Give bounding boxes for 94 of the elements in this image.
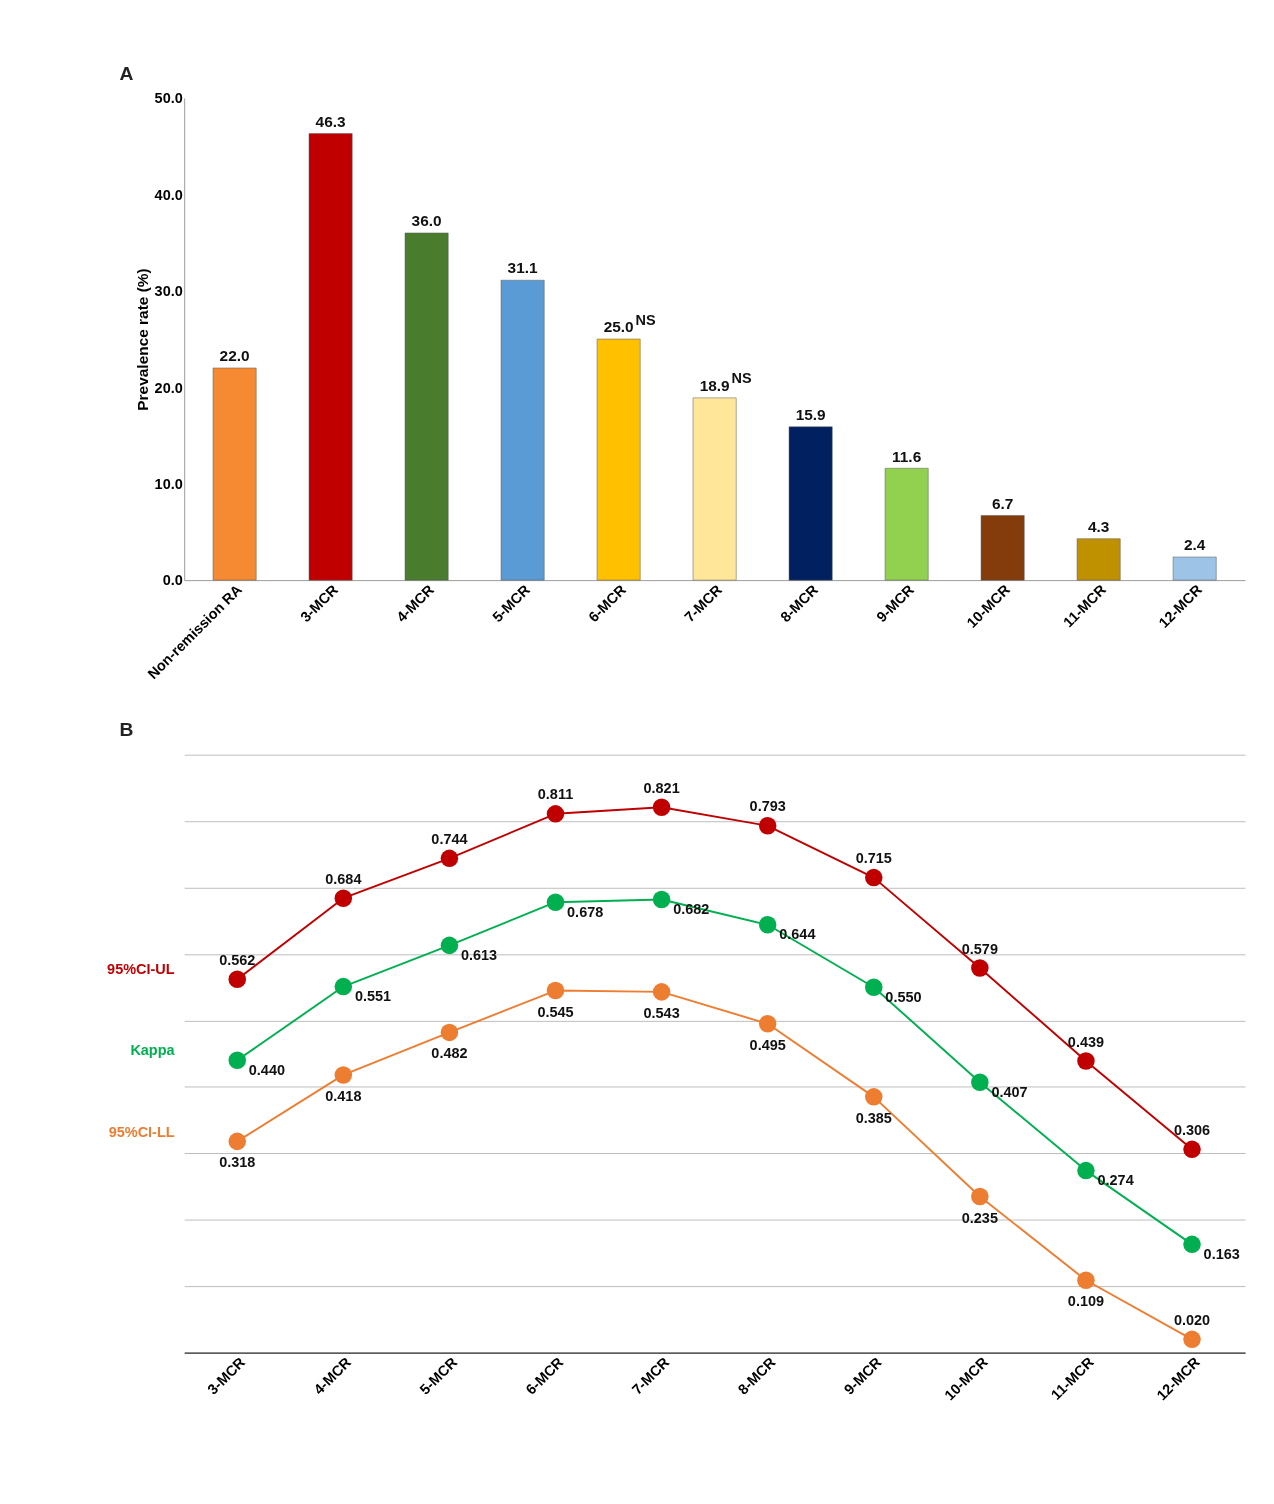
data-label: 18.9 <box>699 377 730 395</box>
data-label: 0.235 <box>961 1209 998 1226</box>
data-label: 25.0 <box>603 318 634 336</box>
point <box>546 893 565 911</box>
point <box>334 977 353 996</box>
y-tick-label: 40.0 <box>154 186 183 203</box>
data-label: 0.440 <box>248 1061 285 1078</box>
data-label: 0.274 <box>1097 1172 1134 1189</box>
data-label: 0.613 <box>460 946 498 963</box>
data-label: 0.543 <box>643 1004 680 1021</box>
point <box>228 1132 247 1151</box>
data-label: 0.306 <box>1173 1121 1211 1138</box>
point <box>334 1066 353 1084</box>
point <box>440 936 459 955</box>
data-label: 6.7 <box>991 494 1014 512</box>
bar <box>596 338 641 581</box>
point <box>228 1051 247 1070</box>
point <box>1077 1161 1095 1180</box>
data-label: 0.579 <box>961 940 998 957</box>
data-label: 0.020 <box>1173 1311 1211 1328</box>
data-label: 0.715 <box>855 850 892 867</box>
y-tick-label: 30.0 <box>154 283 183 300</box>
annotation: NS <box>731 370 753 387</box>
bar <box>788 426 833 581</box>
data-label: 0.407 <box>991 1083 1028 1100</box>
text: Kappa <box>130 1042 176 1059</box>
data-label: 46.3 <box>315 112 347 130</box>
text: 95%CI-LL <box>108 1123 175 1140</box>
point <box>228 970 247 988</box>
data-label: 0.318 <box>219 1154 256 1171</box>
point <box>1183 1330 1201 1349</box>
data-label: 0.385 <box>855 1109 892 1126</box>
point <box>546 981 565 1000</box>
y-tick-label: 0.0 <box>162 572 183 589</box>
data-label: 0.439 <box>1067 1033 1105 1050</box>
data-label: 2.4 <box>1183 536 1206 554</box>
text: B <box>119 719 134 741</box>
point <box>1183 1235 1201 1254</box>
data-label: 0.562 <box>219 951 256 968</box>
point <box>1077 1052 1095 1070</box>
data-label: 0.811 <box>537 786 574 803</box>
text: A <box>119 62 134 84</box>
data-label: 0.418 <box>325 1087 362 1104</box>
data-label: 0.821 <box>643 779 680 796</box>
point <box>652 983 671 1001</box>
y-tick-label: 50.0 <box>154 90 183 107</box>
point <box>865 1088 883 1106</box>
data-label: 0.550 <box>885 988 922 1005</box>
point <box>1183 1140 1201 1159</box>
bar <box>692 397 737 581</box>
data-label: 0.551 <box>354 988 392 1005</box>
bar <box>500 279 545 581</box>
point <box>758 1015 777 1033</box>
point <box>1077 1271 1095 1289</box>
y-axis-title: Prevalence rate (%) <box>133 268 151 411</box>
y-tick-label: 20.0 <box>154 379 183 396</box>
data-label: 0.482 <box>431 1045 468 1062</box>
bar <box>980 515 1025 581</box>
annotation: NS <box>635 311 657 328</box>
bar <box>1076 538 1121 581</box>
data-label: 4.3 <box>1087 517 1110 535</box>
data-label: 15.9 <box>795 406 826 424</box>
y-tick-label: 10.0 <box>154 476 183 492</box>
point <box>334 889 353 907</box>
bar <box>404 232 449 581</box>
data-label: 0.744 <box>431 830 468 847</box>
point <box>546 805 565 823</box>
point <box>971 1187 989 1206</box>
point <box>865 868 883 887</box>
data-label: 0.109 <box>1067 1293 1105 1310</box>
data-label: 0.793 <box>749 798 786 815</box>
point <box>652 890 671 909</box>
point <box>971 959 989 977</box>
data-label: 0.545 <box>537 1003 574 1020</box>
bar <box>212 367 257 581</box>
text: 95%CI-UL <box>107 961 175 978</box>
data-label: 0.495 <box>749 1036 786 1053</box>
bar <box>1172 556 1217 581</box>
bar <box>884 468 929 581</box>
data-label: 36.0 <box>411 212 442 230</box>
point <box>652 798 671 816</box>
point <box>758 817 777 835</box>
point <box>440 849 459 868</box>
data-label: 0.684 <box>325 870 362 887</box>
data-label: 0.163 <box>1203 1245 1240 1262</box>
data-label: 0.678 <box>567 903 604 920</box>
data-label: 11.6 <box>892 447 922 465</box>
point <box>758 916 777 934</box>
data-label: 31.1 <box>507 259 539 277</box>
point <box>971 1073 989 1091</box>
point <box>865 978 883 996</box>
point <box>440 1023 459 1042</box>
data-label: 22.0 <box>219 347 250 365</box>
bar <box>308 133 353 581</box>
